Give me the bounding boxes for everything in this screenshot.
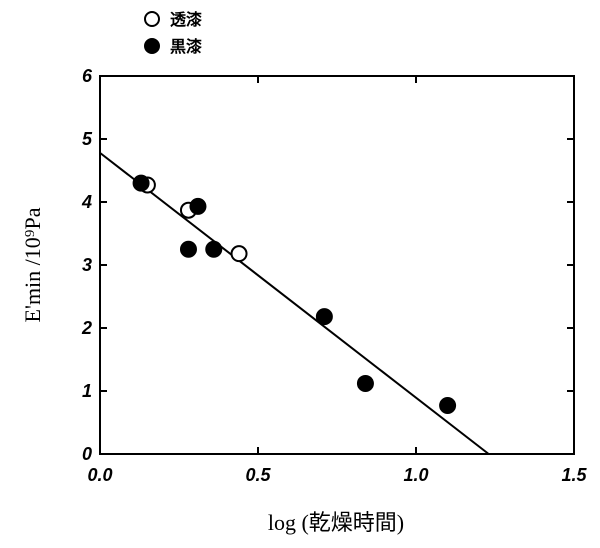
y-axis-title: E'min /10⁹Pa	[20, 207, 45, 322]
filled-circle-point	[356, 374, 374, 392]
filled-circle-point	[439, 396, 457, 414]
axis-ticks	[99, 75, 575, 455]
y-tick-label: 1	[82, 381, 92, 401]
x-tick-label: 0.0	[87, 465, 112, 485]
x-tick-label: 1.5	[561, 465, 587, 485]
plot-area-frame	[99, 75, 575, 455]
data-points	[132, 174, 457, 414]
y-tick-label: 3	[82, 255, 92, 275]
y-tick-label: 0	[82, 444, 92, 464]
filled-circle-point	[189, 197, 207, 215]
legend-label: 透漆	[170, 10, 202, 29]
y-tick-label: 4	[81, 192, 92, 212]
y-tick-label: 2	[81, 318, 92, 338]
open-circle-point	[230, 245, 248, 263]
legend-marker	[144, 38, 160, 54]
legend-label: 黒漆	[170, 37, 202, 56]
x-tick-label: 0.5	[245, 465, 271, 485]
filled-circle-point	[205, 240, 223, 258]
x-tick-label: 1.0	[403, 465, 428, 485]
regression-line	[99, 152, 490, 455]
x-axis-title: log (乾燥時間)	[268, 510, 404, 535]
axis-tick-labels: 0.0 0.5 1.0 1.5 0 1 2 3 4 5 6	[81, 66, 588, 485]
y-tick-label: 6	[82, 66, 93, 86]
filled-circle-point	[315, 308, 333, 326]
legend-marker	[144, 11, 160, 27]
y-tick-label: 5	[82, 129, 93, 149]
filled-circle-point	[132, 174, 150, 192]
filled-circle-point	[179, 240, 197, 258]
